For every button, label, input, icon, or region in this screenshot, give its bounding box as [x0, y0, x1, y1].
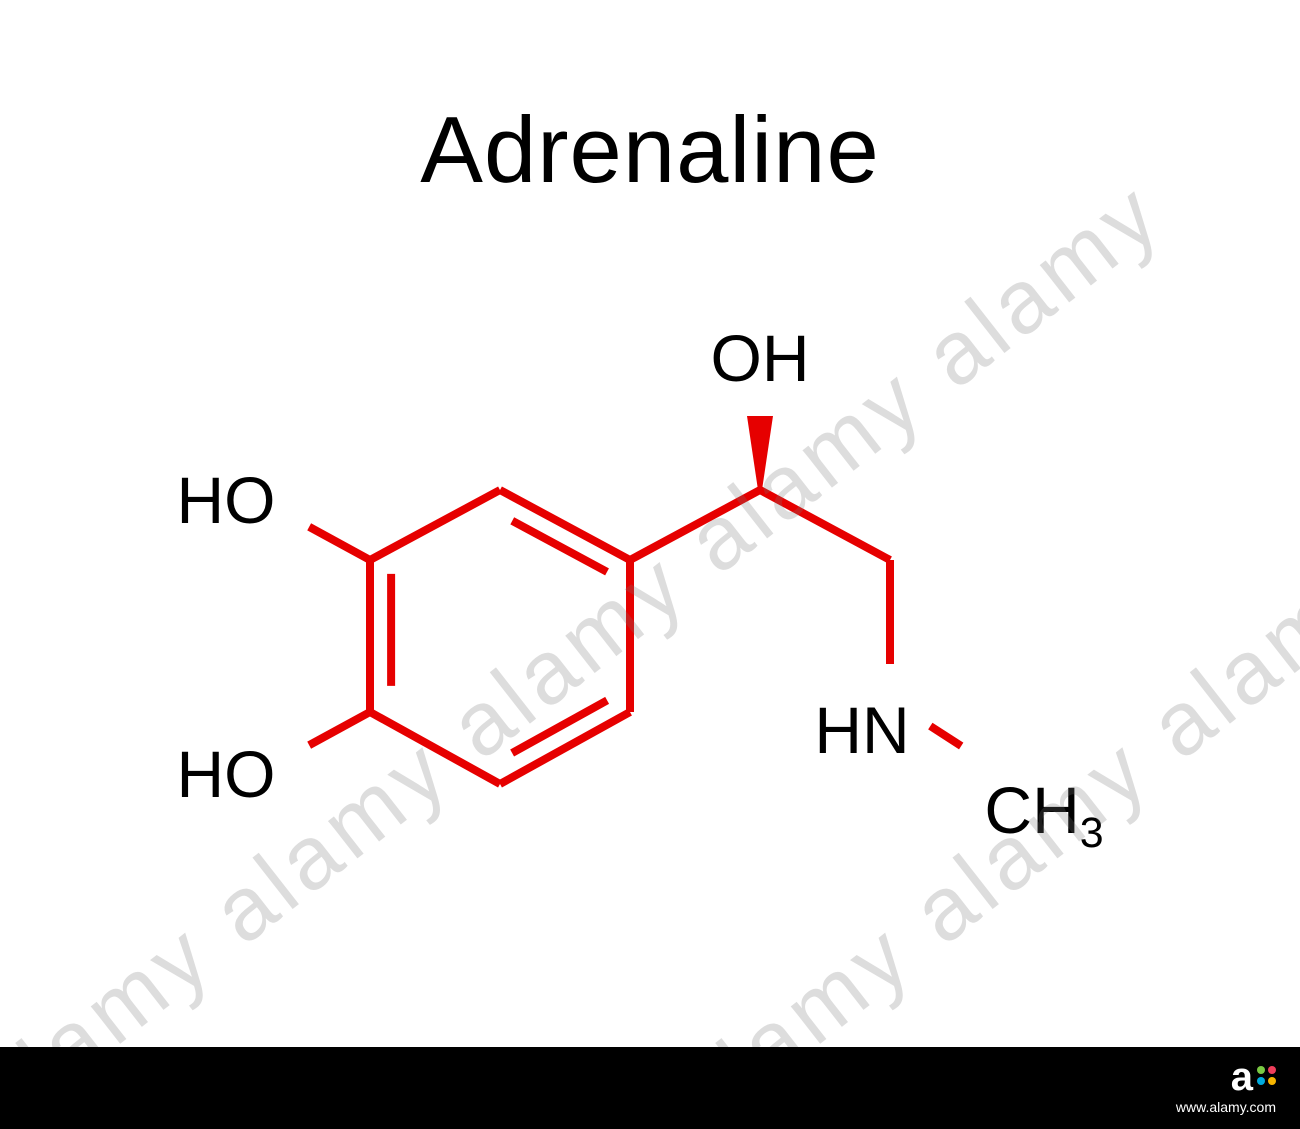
brand-dot	[1268, 1077, 1276, 1085]
bottom-bar	[0, 1047, 1300, 1129]
atom-label: HN	[814, 692, 909, 768]
atom-label: CH3	[984, 772, 1103, 848]
atom-label: OH	[711, 320, 810, 396]
brand-block: a www.alamy.com	[1176, 1057, 1276, 1115]
brand-dot	[1257, 1066, 1265, 1074]
brand-dot	[1268, 1066, 1276, 1074]
brand-dot	[1257, 1077, 1265, 1085]
brand-url: www.alamy.com	[1176, 1099, 1276, 1115]
atom-label: HO	[177, 462, 276, 538]
molecule-structure	[0, 0, 1300, 1129]
brand-dots	[1257, 1066, 1276, 1085]
brand-letter: a	[1231, 1057, 1253, 1097]
brand-logo: a	[1176, 1057, 1276, 1097]
atom-label: HO	[177, 736, 276, 812]
